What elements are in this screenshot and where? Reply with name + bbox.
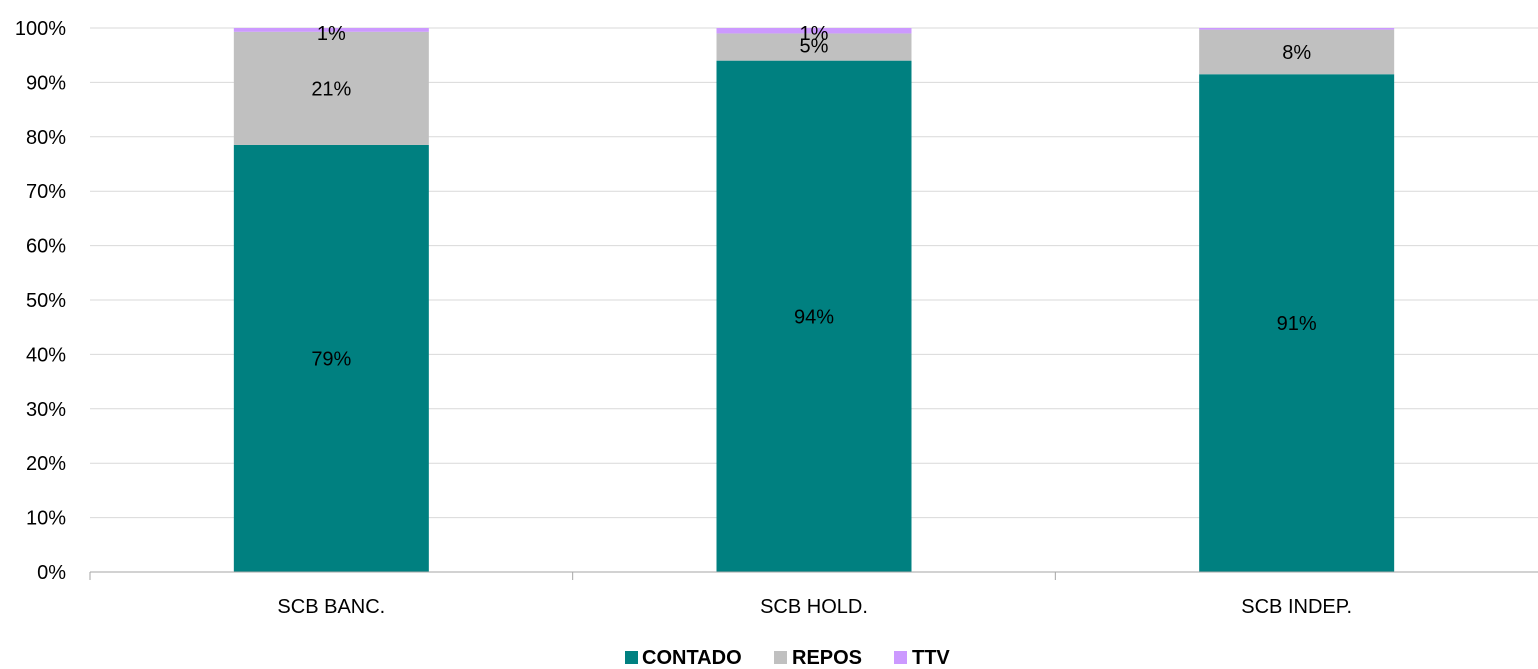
data-label: 21% [311,78,351,100]
y-tick-label: 10% [26,508,66,530]
y-tick-label: 0% [37,562,66,584]
legend-swatch-contado [625,651,638,664]
legend: CONTADO REPOS TTV [625,647,950,669]
x-tick-label: SCB BANC. [277,596,385,618]
bar-segment-contado [1199,74,1395,573]
y-tick-label: 70% [26,181,66,203]
y-tick-label: 20% [26,453,66,475]
bar-segment-ttv [233,28,429,32]
data-label: 5% [800,35,829,57]
y-tick-label: 100% [15,18,66,40]
y-tick-label: 40% [26,344,66,366]
x-tick-label: SCB HOLD. [760,596,868,618]
legend-swatch-ttv [894,651,907,664]
x-axis: SCB BANC. SCB HOLD. SCB INDEP. [89,571,1538,618]
bar-segment-ttv [716,28,912,34]
legend-swatch-repos [774,651,787,664]
data-label: 79% [311,348,351,370]
bar-segment-ttv [1199,28,1395,30]
legend-label-contado: CONTADO [642,647,742,669]
bar-segment-repos [233,31,429,145]
bar-series: 79%21%1%94%5%1%91%8% [233,23,1395,573]
legend-label-ttv: TTV [912,647,950,669]
y-tick-label: 80% [26,127,66,149]
y-tick-label: 60% [26,236,66,258]
y-tick-label: 50% [26,290,66,312]
data-label: 8% [1282,42,1311,64]
y-tick-label: 90% [26,72,66,94]
legend-label-repos: REPOS [792,647,862,669]
data-label: 94% [794,306,834,328]
bar-segment-contado [233,144,429,572]
bar-segment-repos [1199,29,1395,75]
data-label: 91% [1277,313,1317,335]
y-axis-tick-labels: 0% 10% 20% 30% 40% 50% 60% 70% 80% 90% 100% [15,18,66,584]
y-tick-label: 30% [26,399,66,421]
bar-segment-contado [716,60,912,572]
bar-segment-repos [716,33,912,61]
data-label: 1% [317,23,346,45]
x-tick-label: SCB INDEP. [1241,596,1352,618]
data-label: 1% [800,23,829,45]
